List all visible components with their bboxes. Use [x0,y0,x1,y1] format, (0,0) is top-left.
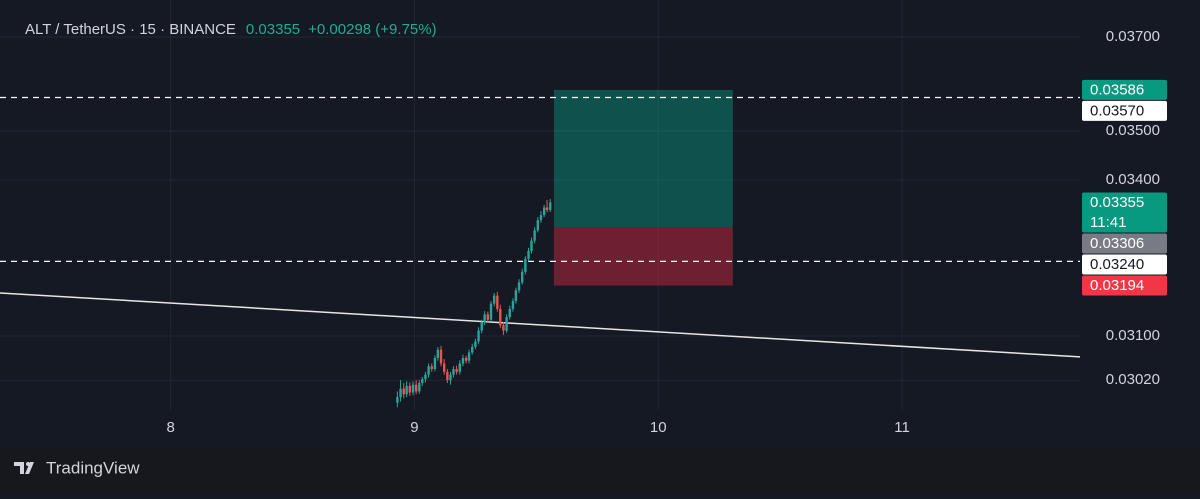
candle-body [430,366,433,370]
price-label-text: 0.03355 [1090,194,1144,211]
candle-body [442,363,446,372]
candle-body [474,341,477,347]
candle-body [402,388,405,395]
candle-body [545,207,549,211]
price-label-text: 0.03586 [1090,81,1144,98]
candle-body [452,369,455,375]
loss-zone [553,227,733,286]
candle-body [414,384,418,392]
candle-body [502,325,505,331]
price-label-bg [1082,254,1167,275]
candle-body [511,300,515,309]
candle-body [464,357,468,361]
candle-body [418,383,421,392]
price-label: 0.03586 [1082,79,1167,100]
logo-dot [26,462,30,466]
candle-body [524,258,527,272]
brand-logo: TradingView [14,458,140,477]
countdown: 11:41 [1090,214,1126,231]
candle-body [433,357,437,370]
candle-body [405,385,408,395]
x-tick-label: 11 [894,419,910,436]
y-tick-label: 0.03500 [1106,122,1160,139]
profit-zone [553,89,733,228]
candle-body [480,322,483,331]
candle-body [542,207,546,216]
footer-bar [0,448,1200,494]
price-axis: 0.03700 0.03500 0.03400 0.03100 0.03020 8 9 10 1… [166,28,1167,436]
price-label-text: 0.03194 [1090,277,1144,294]
x-tick-label: 10 [650,419,667,436]
candle-body [517,282,521,291]
brand-name: TradingView [46,458,140,477]
price-label: 0.03240 [1082,254,1167,275]
candle-body [439,349,443,364]
candle-body [505,317,508,331]
y-tick-label: 0.03100 [1106,327,1160,344]
price-label-bg [1082,275,1167,296]
candle-body [530,240,533,251]
price-label-bg [1082,79,1167,100]
candle-body [533,230,536,241]
price-change: +0.00298 (+9.75%) [308,21,436,38]
candle-body [467,352,471,361]
candle-body [411,384,415,393]
candle-body [536,220,540,231]
candle-body [424,374,427,380]
price-label: 0.03570 [1082,100,1167,121]
price-label: 0.03355 11:41 [1082,192,1167,233]
y-tick-label: 0.03020 [1106,371,1160,388]
candle-body [436,349,440,358]
last-price: 0.03355 [246,21,300,38]
x-tick-label: 9 [410,419,418,436]
grid [0,0,1080,410]
x-tick-label: 8 [166,419,174,436]
price-label-bg [1082,233,1167,254]
price-label: 0.03306 [1082,233,1167,254]
price-label-bg [1082,192,1167,233]
y-tick-label: 0.03700 [1106,28,1160,45]
candle-body [446,371,449,381]
candle-body [492,295,496,304]
candle-body [499,308,502,326]
candle-body [427,366,430,375]
price-label-bg [1082,100,1167,121]
candle-body [483,314,486,323]
candle-body [461,357,465,364]
candle-body [549,202,552,211]
candle-body [489,303,493,320]
trend-line [0,292,1081,358]
price-label-text: 0.03306 [1090,235,1144,252]
symbol-title: ALT / TetherUS · 15 · BINANCE [25,21,236,38]
candle-body [458,363,461,372]
candle-body [514,290,518,301]
candle-body [408,385,412,393]
overlay [0,89,1081,358]
candle-body [396,397,399,403]
candle-body [486,314,490,320]
candles [396,198,552,408]
candle-body [471,346,474,353]
candle-body [477,330,480,342]
candle-body [399,388,402,398]
candle-body [455,369,458,372]
price-label-text: 0.03240 [1090,256,1144,273]
price-label-text: 0.03570 [1090,102,1144,119]
y-tick-label: 0.03400 [1106,171,1160,188]
price-label: 0.03194 [1082,275,1167,296]
candle-body [521,271,524,283]
candle-body [449,374,452,381]
candle-body [496,295,499,309]
candle-body [539,215,543,221]
candle-body [527,250,530,259]
candle-body [421,379,424,384]
candle-body [508,308,511,318]
